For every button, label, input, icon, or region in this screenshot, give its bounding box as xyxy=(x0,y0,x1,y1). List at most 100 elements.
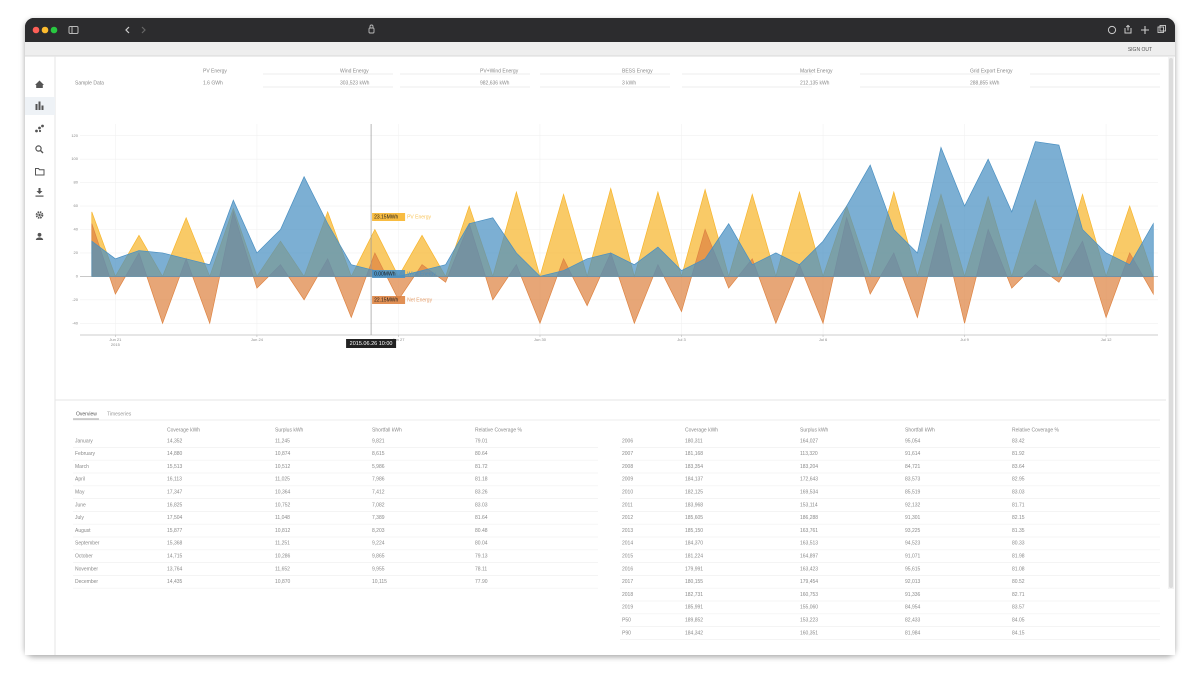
table-cell: 83.57 xyxy=(1012,605,1025,611)
table-header: Shortfall kWh xyxy=(905,427,935,433)
table-cell: 92,013 xyxy=(905,579,921,585)
nav-folder[interactable] xyxy=(35,168,45,176)
minimize-button[interactable] xyxy=(41,26,49,34)
stat-row-label: Sample Data xyxy=(75,80,104,86)
table-cell: 15,877 xyxy=(167,528,183,534)
table-cell: 16,113 xyxy=(167,477,182,483)
tooltip-value: 22.15MWh xyxy=(374,297,398,303)
area-2 xyxy=(91,141,1154,277)
nav-download[interactable] xyxy=(35,188,44,197)
table-cell: 9,865 xyxy=(372,554,385,560)
nav-search[interactable] xyxy=(35,145,44,154)
table-cell: 179,454 xyxy=(800,579,818,585)
tabs-button[interactable] xyxy=(1157,25,1166,33)
table-cell: 163,513 xyxy=(800,541,818,547)
table-cell: April xyxy=(75,477,85,483)
sign-out-link[interactable]: SIGN OUT xyxy=(1128,47,1152,53)
table-cell: August xyxy=(75,528,91,534)
table-cell: 79.13 xyxy=(475,554,488,560)
x-tick-label: Jul 3 xyxy=(677,337,686,342)
table-cell: 179,991 xyxy=(685,566,703,572)
y-tick-label: -20 xyxy=(72,297,79,302)
table-cell: 10,870 xyxy=(275,579,291,585)
info-button[interactable] xyxy=(1107,25,1117,35)
y-tick-label: 60 xyxy=(74,203,79,208)
table-cell: 160,753 xyxy=(800,592,818,598)
tab[interactable]: Timeseries xyxy=(107,411,132,417)
table-cell: 10,286 xyxy=(275,554,291,560)
table-cell: 81.18 xyxy=(475,477,488,483)
table-cell: 81.98 xyxy=(1012,554,1025,560)
nav-scatter[interactable] xyxy=(35,124,44,133)
tab[interactable]: Overview xyxy=(76,411,97,417)
tooltip-name: Wind Energy xyxy=(407,271,436,277)
stat-label: PV Energy xyxy=(203,68,227,74)
tooltip-box xyxy=(372,270,406,278)
table-cell: 2019 xyxy=(622,605,633,611)
nav-charts[interactable] xyxy=(35,101,44,111)
table-cell: 189,852 xyxy=(685,618,703,624)
table-cell: 95,054 xyxy=(905,438,921,444)
table-cell: 92,132 xyxy=(905,502,921,508)
x-tick-label: Jul 6 xyxy=(819,337,828,342)
x-tick-label: Jun 24 xyxy=(251,337,264,342)
table-cell: 10,752 xyxy=(275,502,291,508)
nav-account[interactable] xyxy=(35,232,44,240)
table-cell: May xyxy=(75,490,85,496)
table-cell: June xyxy=(75,502,86,508)
stat-value: 303,523 kWh xyxy=(340,80,370,86)
y-tick-label: -40 xyxy=(72,320,79,325)
table-cell: 185,150 xyxy=(685,528,703,534)
table-cell: P50 xyxy=(622,618,631,624)
close-button[interactable] xyxy=(32,26,40,34)
table-cell: March xyxy=(75,464,89,470)
y-tick-label: 80 xyxy=(74,180,79,185)
table-cell: 2017 xyxy=(622,579,633,585)
zoom-button[interactable] xyxy=(50,26,58,34)
table-cell: 180,311 xyxy=(685,438,703,444)
table-cell: 10,512 xyxy=(275,464,291,470)
table-cell: 11,245 xyxy=(275,438,290,444)
nav-settings[interactable] xyxy=(35,211,44,219)
table-cell: 81.71 xyxy=(1012,502,1025,508)
table-cell: 82.71 xyxy=(1012,592,1025,598)
table-cell: P90 xyxy=(622,630,631,636)
scroll-thumb[interactable] xyxy=(1169,58,1173,588)
area-1 xyxy=(91,210,1154,325)
toolbar-fill xyxy=(25,30,1175,42)
sidebar-toggle[interactable] xyxy=(68,26,79,34)
table-cell: 17,347 xyxy=(167,490,183,496)
share-button[interactable] xyxy=(1124,24,1132,34)
x-tick-label: Jul 9 xyxy=(960,337,969,342)
table-cell: 81.72 xyxy=(475,464,488,470)
nav-home[interactable] xyxy=(35,80,44,89)
new-tab-button[interactable] xyxy=(1141,26,1149,34)
table-cell: 81.64 xyxy=(475,515,488,521)
x-year-label: 2015 xyxy=(111,342,121,347)
tooltip-box xyxy=(372,213,406,221)
table-header: Surplus kWh xyxy=(800,427,829,433)
table-cell: January xyxy=(75,438,93,444)
stat-value: 982,636 kWh xyxy=(480,80,510,86)
table-cell: 95,615 xyxy=(905,566,921,572)
table-cell: 81.92 xyxy=(1012,451,1025,457)
table-cell: 186,288 xyxy=(800,515,818,521)
forward-button[interactable] xyxy=(141,26,146,34)
table-cell: 79.01 xyxy=(475,438,488,444)
table-cell: 15,368 xyxy=(167,541,183,547)
stat-label: Wind Energy xyxy=(340,68,369,74)
table-cell: 2012 xyxy=(622,515,633,521)
table-header: Coverage kWh xyxy=(167,427,200,433)
table-cell: 80.04 xyxy=(475,541,488,547)
table-cell: 2007 xyxy=(622,451,633,457)
table-cell: 83.42 xyxy=(1012,438,1025,444)
back-button[interactable] xyxy=(125,26,130,34)
table-cell: 91,336 xyxy=(905,592,921,598)
table-header: Relative Coverage % xyxy=(1012,427,1060,433)
table-cell: 160,351 xyxy=(800,630,818,636)
table-cell: 83.26 xyxy=(475,490,488,496)
table-cell: 182,125 xyxy=(685,490,703,496)
table-cell: 82.95 xyxy=(1012,477,1025,483)
table-cell: 180,155 xyxy=(685,579,703,585)
